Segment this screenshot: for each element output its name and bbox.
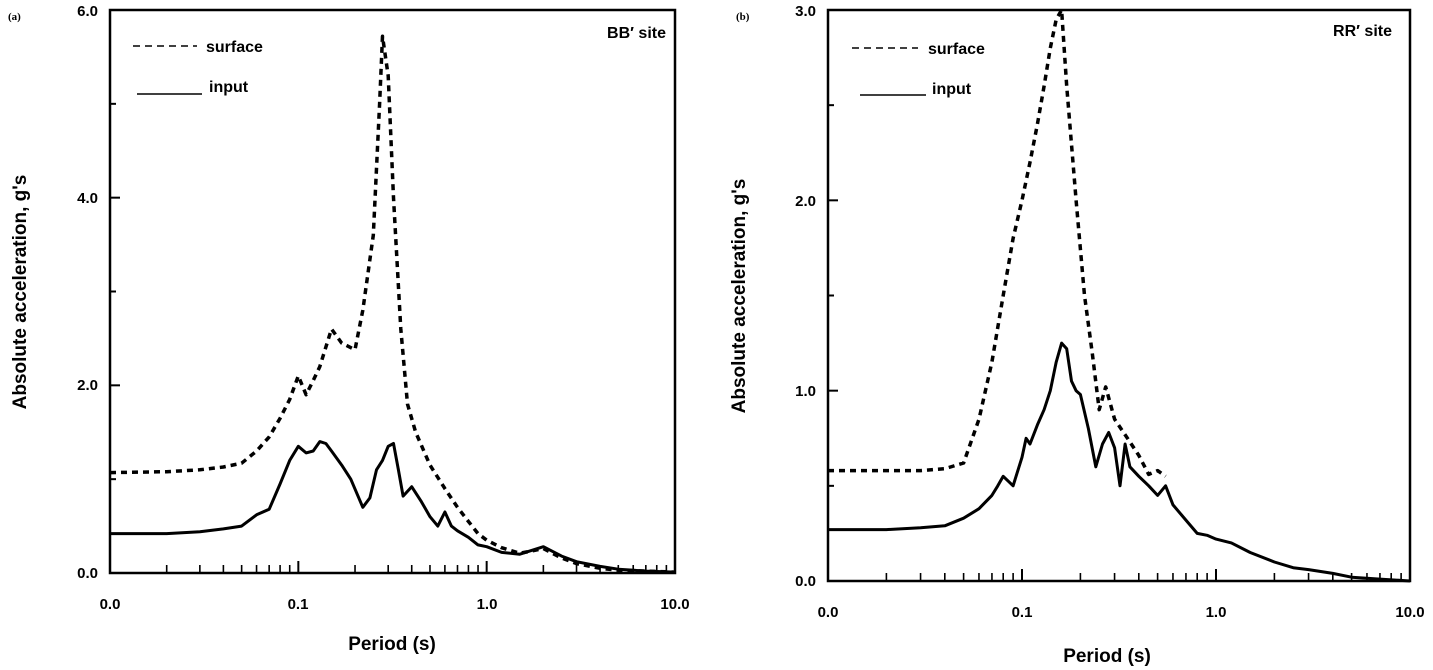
- panel-b-legend-input-label: input: [932, 81, 972, 98]
- panel-a-legend-input-label: input: [209, 79, 249, 96]
- panel-a-tag: (a): [8, 11, 21, 23]
- panel-b-site-label: RR′ site: [1333, 23, 1392, 40]
- panel-b-tag: (b): [736, 11, 750, 23]
- panel-b-y-tick-label: 3.0: [795, 3, 816, 20]
- panel-a-series-input-line: [110, 440, 676, 574]
- panel-a-y-tick-label: 6.0: [77, 3, 98, 20]
- panel-a-x-tick-label: 0.1: [288, 596, 309, 613]
- panel-b: (b) 0.0 1.0 2.0 3.0 0.0 0.1 1.0 10.0 Per…: [729, 3, 1425, 667]
- panel-a-lines: [109, 34, 676, 574]
- panel-b-x-tick-label: 10.0: [1395, 604, 1424, 621]
- panel-a: (a) 0.0 2.0 4.0 6.0 0.0 0.1 1.0 10.0 Per…: [8, 3, 690, 655]
- panel-b-series-input-line: [828, 341, 1411, 583]
- panel-b-x-tick-label: 0.0: [818, 604, 839, 621]
- panel-b-y-tick-label: 2.0: [795, 193, 816, 210]
- panel-a-x-tick-label: 10.0: [660, 596, 689, 613]
- panel-a-series-surface-line: [109, 34, 676, 574]
- panel-a-y-tick-label: 2.0: [77, 377, 98, 394]
- panel-b-lines: [828, 8, 1411, 583]
- panel-a-x-tick-label: 1.0: [477, 596, 498, 613]
- panel-a-y-tick-label: 0.0: [77, 565, 98, 582]
- panel-a-legend-surface-label: surface: [206, 39, 263, 56]
- panel-a-site-label: BB′ site: [607, 25, 666, 42]
- panel-a-x-tick-label: 0.0: [100, 596, 121, 613]
- panel-b-y-tick-label: 1.0: [795, 383, 816, 400]
- panel-b-ticks: [827, 9, 1402, 582]
- panel-a-y-axis-title: Absolute acceleration, g's: [10, 175, 31, 410]
- panel-b-y-tick-label: 0.0: [795, 573, 816, 590]
- panel-b-x-tick-label: 1.0: [1206, 604, 1227, 621]
- panel-b-x-tick-label: 0.1: [1012, 604, 1033, 621]
- panel-b-x-axis-title: Period (s): [1063, 646, 1151, 667]
- panel-a-y-tick-label: 4.0: [77, 190, 98, 207]
- panel-b-y-axis-title: Absolute acceleration, g's: [729, 179, 750, 414]
- panel-b-series-surface-line: [828, 8, 1167, 478]
- panel-b-legend-surface-label: surface: [928, 41, 985, 58]
- panel-a-x-axis-title: Period (s): [348, 634, 436, 655]
